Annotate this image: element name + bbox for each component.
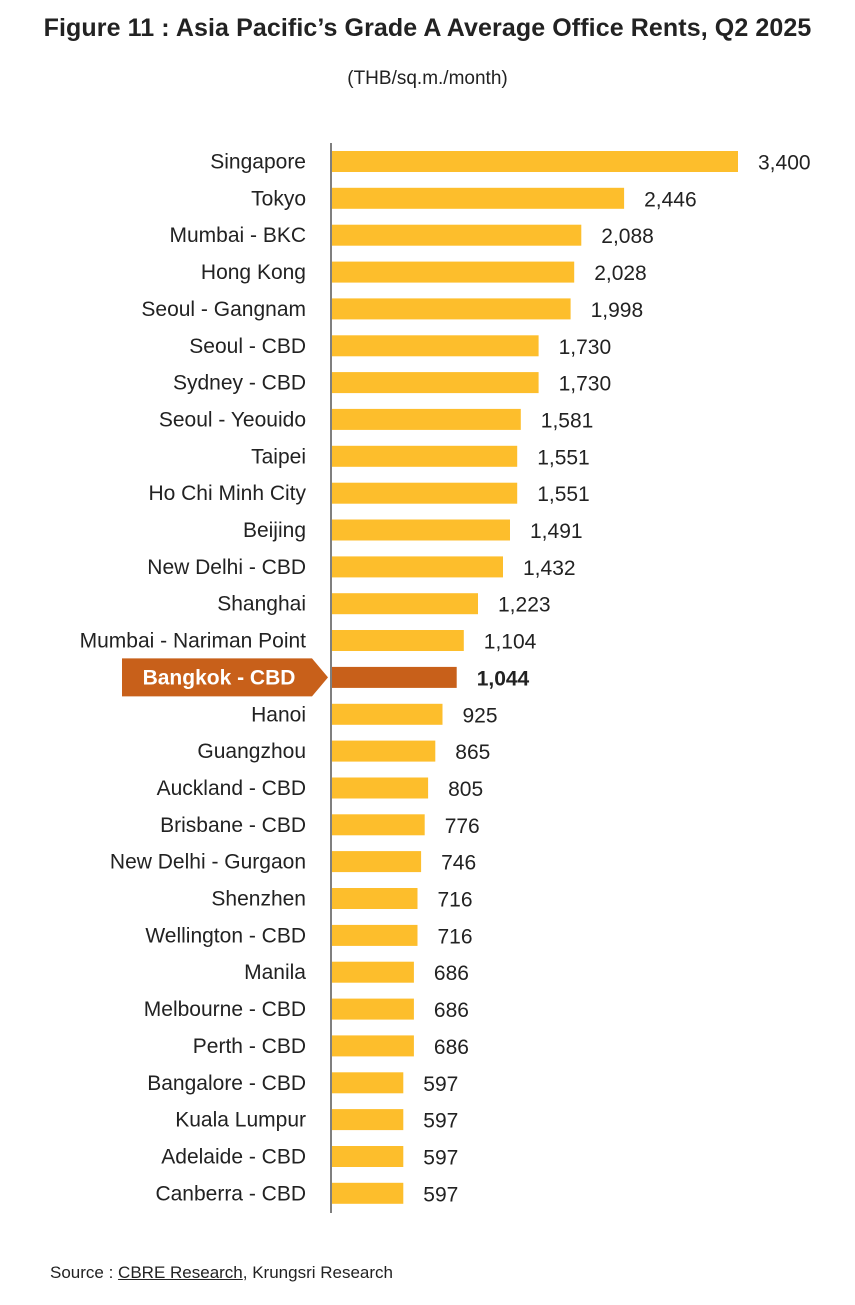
- source-note: Source : CBRE Research, Krungsri Researc…: [50, 1263, 393, 1283]
- bar-12: [332, 593, 478, 615]
- category-label-7: Seoul - Yeouido: [159, 408, 306, 431]
- value-label-11: 1,432: [523, 557, 576, 580]
- value-label-19: 746: [441, 852, 476, 875]
- value-label-15: 925: [463, 704, 498, 727]
- bar-11: [332, 556, 503, 578]
- bar-2: [332, 224, 582, 246]
- value-label-25: 597: [423, 1073, 458, 1096]
- category-label-20: Shenzhen: [211, 888, 306, 911]
- bar-10: [332, 519, 510, 541]
- category-label-9: Ho Chi Minh City: [148, 482, 306, 505]
- value-label-24: 686: [434, 1036, 469, 1059]
- value-label-27: 597: [423, 1147, 458, 1170]
- category-label-10: Beijing: [243, 519, 306, 542]
- category-label-1: Tokyo: [251, 187, 306, 210]
- value-label-1: 2,446: [644, 188, 697, 211]
- value-label-17: 805: [448, 778, 483, 801]
- value-label-4: 1,998: [591, 299, 644, 322]
- category-label-14: Bangkok - CBD: [143, 666, 296, 689]
- bar-9: [332, 482, 518, 504]
- bar-8: [332, 445, 518, 467]
- bar-16: [332, 740, 436, 762]
- category-label-3: Hong Kong: [201, 261, 306, 284]
- category-label-19: New Delhi - Gurgaon: [110, 851, 306, 874]
- category-label-21: Wellington - CBD: [145, 924, 306, 947]
- category-label-26: Kuala Lumpur: [175, 1109, 306, 1132]
- bar-6: [332, 372, 539, 394]
- value-label-0: 3,400: [758, 152, 811, 175]
- highlight-tag: [122, 658, 328, 697]
- bar-17: [332, 777, 429, 799]
- bar-4: [332, 298, 571, 320]
- bar-27: [332, 1146, 404, 1167]
- bar-23: [332, 998, 414, 1020]
- bar-19: [332, 851, 422, 873]
- value-label-9: 1,551: [537, 483, 590, 506]
- value-label-23: 686: [434, 999, 469, 1022]
- value-label-7: 1,581: [541, 409, 594, 432]
- bar-5: [332, 335, 539, 357]
- category-label-22: Manila: [244, 961, 306, 984]
- category-label-17: Auckland - CBD: [157, 777, 306, 800]
- category-label-0: Singapore: [210, 151, 306, 174]
- value-label-2: 2,088: [601, 225, 654, 248]
- category-label-23: Melbourne - CBD: [144, 998, 306, 1021]
- value-label-3: 2,028: [594, 262, 647, 285]
- bar-28: [332, 1182, 404, 1204]
- bar-15: [332, 703, 443, 725]
- bar-24: [332, 1035, 414, 1057]
- bar-3: [332, 261, 575, 283]
- value-label-22: 686: [434, 962, 469, 985]
- chart-title: Figure 11 : Asia Pacific’s Grade A Avera…: [43, 14, 812, 42]
- value-label-10: 1,491: [530, 520, 583, 543]
- category-label-12: Shanghai: [217, 593, 306, 616]
- category-label-2: Mumbai - BKC: [169, 224, 306, 247]
- category-label-11: New Delhi - CBD: [147, 556, 306, 579]
- value-label-26: 597: [423, 1110, 458, 1133]
- value-label-28: 597: [423, 1183, 458, 1206]
- value-label-13: 1,104: [484, 631, 537, 654]
- category-label-13: Mumbai - Nariman Point: [80, 630, 307, 653]
- source-prefix: Source :: [50, 1263, 119, 1282]
- bar-25: [332, 1072, 404, 1094]
- category-label-4: Seoul - Gangnam: [141, 298, 306, 321]
- bar-18: [332, 814, 425, 836]
- category-label-18: Brisbane - CBD: [160, 814, 306, 837]
- category-label-24: Perth - CBD: [193, 1035, 306, 1058]
- value-label-14: 1,044: [477, 667, 530, 690]
- value-label-12: 1,223: [498, 594, 551, 617]
- category-label-5: Seoul - CBD: [189, 335, 306, 358]
- category-label-6: Sydney - CBD: [173, 372, 306, 395]
- bar-22: [332, 961, 414, 983]
- bars-layer: Singapore 3,400 Tokyo 2,446 Mumbai - BKC 2,08…: [80, 151, 811, 1207]
- category-label-28: Canberra - CBD: [155, 1182, 306, 1205]
- bar-14: [332, 666, 457, 688]
- bar-13: [332, 630, 464, 651]
- source-link-cbre[interactable]: CBRE Research: [118, 1263, 243, 1282]
- category-label-8: Taipei: [251, 445, 306, 468]
- category-label-15: Hanoi: [251, 703, 306, 726]
- value-label-20: 716: [438, 889, 473, 912]
- bar-20: [332, 888, 418, 909]
- value-label-8: 1,551: [537, 446, 590, 469]
- bar-0: [332, 151, 738, 172]
- value-label-21: 716: [438, 925, 473, 948]
- value-label-5: 1,730: [559, 336, 612, 359]
- bar-21: [332, 924, 418, 946]
- category-label-25: Bangalore - CBD: [147, 1072, 306, 1095]
- source-suffix: , Krungsri Research: [242, 1263, 393, 1282]
- value-label-6: 1,730: [559, 373, 612, 396]
- bar-26: [332, 1109, 404, 1131]
- value-label-16: 865: [455, 741, 490, 764]
- category-label-27: Adelaide - CBD: [161, 1146, 306, 1169]
- bar-1: [332, 187, 625, 209]
- category-label-16: Guangzhou: [197, 740, 306, 763]
- chart-subtitle: (THB/sq.m./month): [347, 68, 508, 89]
- value-label-18: 776: [445, 815, 480, 838]
- bar-7: [332, 408, 521, 430]
